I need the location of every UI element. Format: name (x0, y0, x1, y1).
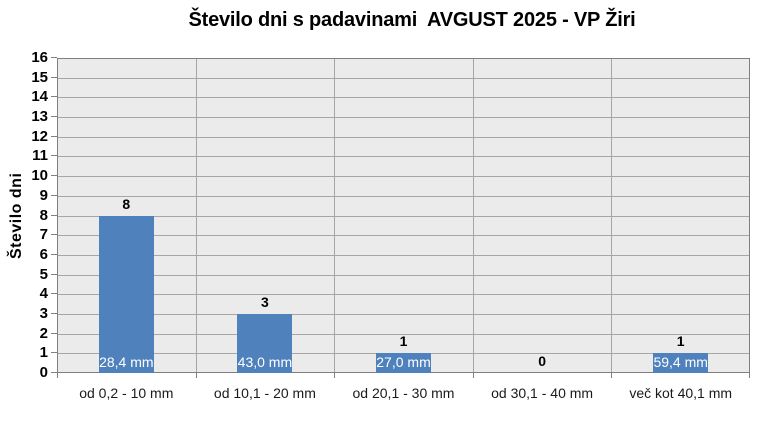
y-tick-label: 8 (39, 206, 48, 224)
bar-inner-label: 43,0 mm (237, 354, 293, 370)
y-tick-label: 9 (39, 186, 48, 204)
x-axis-tick (472, 373, 474, 378)
y-tick-label: 2 (39, 324, 48, 342)
bar (237, 313, 293, 373)
x-axis-tick (334, 373, 336, 378)
gridline-vertical (334, 59, 336, 372)
bar-inner-label: 59,4 mm (653, 354, 708, 370)
x-axis-tick (57, 373, 58, 378)
bar-inner-label: 27,0 mm (376, 354, 431, 370)
y-axis-tick (51, 96, 57, 98)
bar-inner-label: 28,4 mm (99, 354, 154, 370)
bar (98, 215, 154, 373)
y-axis-tick (51, 312, 57, 314)
y-axis-tick (51, 116, 57, 118)
gridline-vertical (472, 59, 474, 372)
x-category-label: od 30,1 - 40 mm (491, 385, 594, 401)
gridline-horizontal (58, 97, 749, 99)
bar-value-label: 0 (538, 353, 546, 369)
gridline-horizontal (58, 235, 749, 237)
y-tick-label: 13 (31, 108, 48, 126)
x-category-label: več kot 40,1 mm (629, 385, 733, 401)
y-axis-tick (51, 155, 57, 157)
bar-value-label: 3 (260, 293, 269, 310)
y-tick-label: 14 (31, 88, 48, 106)
bar-value-label: 8 (122, 195, 131, 212)
x-category-label: od 20,1 - 30 mm (352, 385, 455, 401)
y-axis-tick (51, 175, 57, 177)
gridline-horizontal (58, 294, 749, 296)
y-tick-label: 7 (39, 226, 48, 244)
bar (376, 353, 431, 373)
gridline-vertical (195, 59, 197, 372)
y-axis-tick (51, 253, 57, 255)
plot-area (57, 58, 750, 373)
gridline-horizontal (58, 333, 749, 335)
y-axis-tick (51, 57, 57, 58)
y-tick-label: 5 (39, 265, 48, 283)
gridline-horizontal (58, 195, 749, 197)
bar (653, 353, 709, 373)
gridline-horizontal (58, 313, 749, 315)
y-tick-label: 6 (39, 245, 48, 263)
gridline-horizontal (58, 117, 749, 119)
x-category-label: od 10,1 - 20 mm (213, 385, 316, 401)
gridline-horizontal (58, 156, 749, 158)
y-axis-tick (51, 234, 57, 236)
chart-title: Število dni s padavinami AVGUST 2025 - V… (188, 9, 636, 31)
gridline-vertical (611, 59, 613, 372)
y-axis-tick (51, 135, 57, 137)
y-tick-label: 0 (39, 364, 48, 381)
gridline-horizontal (58, 136, 749, 138)
y-tick-label: 16 (31, 49, 48, 66)
y-tick-label: 15 (31, 68, 48, 86)
y-axis-tick (51, 293, 57, 295)
gridline-horizontal (58, 77, 749, 79)
y-tick-label: 1 (39, 344, 48, 362)
x-axis-tick (749, 373, 750, 378)
y-tick-label: 12 (31, 127, 48, 145)
bar-value-label: 1 (676, 333, 685, 350)
y-axis-tick (51, 352, 57, 354)
x-axis-tick (195, 373, 197, 378)
y-tick-label: 11 (32, 147, 48, 165)
gridline-horizontal (58, 215, 749, 217)
x-axis-tick (611, 373, 613, 378)
gridline-horizontal (58, 176, 749, 178)
bar-value-label: 1 (399, 333, 408, 350)
y-axis-tick (51, 214, 57, 216)
y-axis-tick (51, 273, 57, 275)
y-axis-tick (51, 372, 57, 373)
y-axis-tick (51, 332, 57, 334)
y-tick-label: 3 (39, 304, 48, 322)
x-category-label: od 0,2 - 10 mm (79, 385, 174, 401)
y-tick-label: 4 (39, 285, 48, 303)
gridline-horizontal (58, 254, 749, 256)
y-axis-tick (51, 194, 57, 196)
y-tick-label: 10 (31, 167, 48, 185)
y-axis-tick (51, 76, 57, 78)
gridline-horizontal (58, 274, 749, 276)
